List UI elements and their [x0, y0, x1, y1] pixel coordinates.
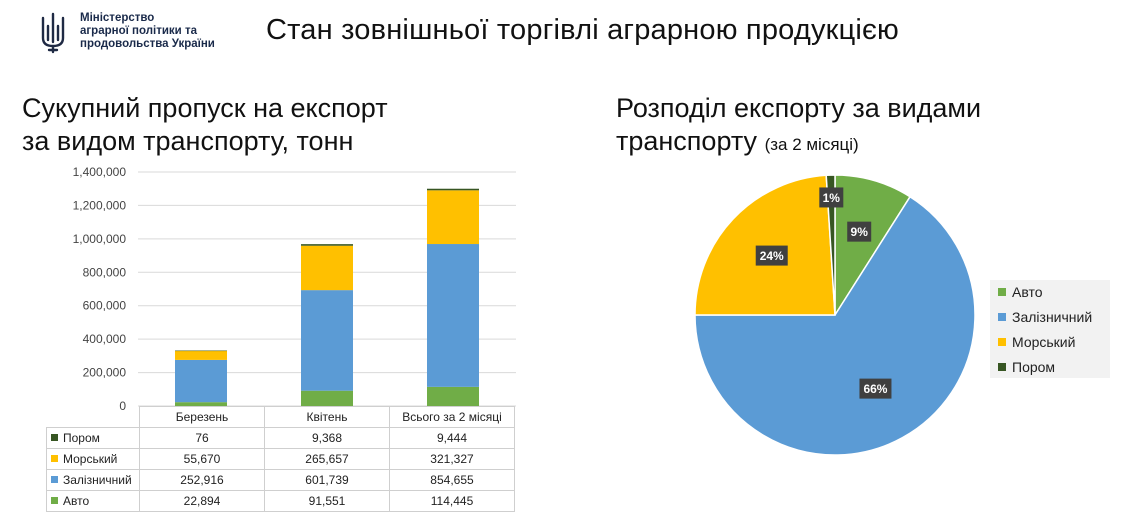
table-header-row: Березень Квітень Всього за 2 місяці [46, 406, 515, 428]
y-tick-label: 800,000 [83, 265, 127, 279]
pie-chart-title-line-2: транспорту [616, 126, 758, 156]
table-row-label-text: Пором [63, 431, 100, 445]
bar-chart-title: Сукупний пропуск на експорт за видом тра… [22, 92, 388, 158]
table-cell: 76 [139, 427, 265, 449]
bar-chart-y-axis: 0 200,000 400,000 600,000 800,000 1,000,000 1,… [73, 165, 127, 412]
table-row-rail: Залізничний 252,916 601,739 854,655 [46, 469, 515, 491]
pie-legend: Авто Залізничний Морський Пором [990, 280, 1110, 378]
legend-swatch [998, 363, 1006, 372]
table-cell: 321,327 [389, 448, 515, 470]
table-cell: 601,739 [264, 469, 390, 491]
legend-label: Авто [1012, 284, 1043, 300]
table-row-label-text: Морський [63, 452, 118, 466]
table-cell: 9,368 [264, 427, 390, 449]
table-cell: 9,444 [389, 427, 515, 449]
table-header-april: Квітень [264, 406, 390, 428]
legend-label: Пором [1012, 359, 1056, 375]
table-header-march: Березень [139, 406, 265, 428]
pie-chart-slices [694, 174, 976, 456]
pie-data-label: 66% [863, 382, 887, 396]
table-corner [46, 406, 140, 428]
pie-slice-auto [834, 174, 912, 318]
legend-item-auto: Авто [998, 284, 1043, 300]
table-cell: 854,655 [389, 469, 515, 491]
y-tick-label: 1,200,000 [73, 198, 127, 212]
bar-segment-auto [427, 386, 479, 406]
table-cell: 22,894 [139, 490, 265, 512]
y-tick-label: 400,000 [83, 332, 127, 346]
table-row-sea: Морський 55,670 265,657 321,327 [46, 448, 515, 470]
ministry-line-2: аграрної політики та [80, 25, 197, 37]
bar-segment-ferry [175, 350, 227, 352]
pie-chart-title: Розподіл експорту за видами транспорту (… [616, 92, 981, 161]
y-tick-label: 1,000,000 [73, 232, 127, 246]
pie-chart-labels: 9% 66% 24% 1% [755, 187, 892, 399]
pie-label-box [859, 378, 892, 399]
y-tick-label: 200,000 [83, 366, 127, 380]
auto-swatch [51, 497, 58, 505]
y-tick-label: 1,400,000 [73, 165, 127, 179]
bar-chart-title-line-1: Сукупний пропуск на експорт [22, 93, 388, 123]
table-cell: 252,916 [139, 469, 265, 491]
legend-swatch [998, 313, 1006, 322]
rail-swatch [51, 476, 58, 484]
legend-item-sea: Морський [998, 334, 1075, 350]
pie-label-box [755, 245, 788, 266]
table-row-auto: Авто 22,894 91,551 114,445 [46, 490, 515, 512]
page-title: Стан зовнішньої торгівлі аграрною продук… [266, 14, 899, 46]
y-tick-label: 600,000 [83, 299, 127, 313]
pie-data-label: 24% [760, 249, 784, 263]
bar-segment-sea [301, 245, 353, 291]
table-cell: 91,551 [264, 490, 390, 512]
pie-chart-subtitle: (за 2 місяці) [764, 135, 859, 154]
pie-data-label: 9% [851, 225, 869, 239]
bar-segment-auto [175, 402, 227, 406]
trident-logo-icon [41, 12, 65, 54]
table-row-label: Авто [46, 490, 140, 512]
legend-label: Залізничний [1012, 309, 1093, 325]
bar-chart-data-table: Березень Квітень Всього за 2 місяці Поро… [46, 406, 515, 512]
table-row-label-text: Залізничний [63, 473, 132, 487]
ministry-line-1: Міністерство [80, 12, 155, 24]
bar-segment-auto [301, 390, 353, 406]
table-row-label-text: Авто [63, 494, 90, 508]
bar-segment-sea [175, 350, 227, 360]
bar-segment-rail [427, 244, 479, 387]
legend-swatch [998, 288, 1006, 297]
legend-swatch [998, 338, 1006, 347]
ministry-name: Міністерство аграрної політики та продов… [80, 12, 215, 51]
table-cell: 114,445 [389, 490, 515, 512]
legend-item-rail: Залізничний [998, 309, 1092, 325]
legend-label: Морський [1012, 334, 1076, 350]
ferry-swatch [51, 434, 58, 442]
table-row-label: Пором [46, 427, 140, 449]
pie-label-box [847, 221, 872, 242]
bar-segment-sea [427, 190, 479, 245]
y-tick-label: 0 [119, 399, 126, 412]
bar-segment-ferry [427, 188, 479, 191]
table-cell: 265,657 [264, 448, 390, 470]
pie-chart-title-line-1: Розподіл експорту за видами [616, 93, 982, 123]
bar-segment-ferry [301, 244, 353, 246]
bar-chart: 0 200,000 400,000 600,000 800,000 1,000,000 1,… [73, 165, 516, 412]
pie-slice-ferry [825, 174, 836, 316]
ministry-line-3: продовольства України [80, 38, 215, 50]
sea-swatch [51, 455, 58, 463]
pie-slice-sea [694, 174, 836, 316]
table-header-total: Всього за 2 місяці [389, 406, 515, 428]
legend-item-ferry: Пором [998, 359, 1055, 375]
bar-chart-title-line-2: за видом транспорту, тонн [22, 126, 354, 156]
table-row-ferry: Пором 76 9,368 9,444 [46, 427, 515, 449]
bar-chart-bars [175, 188, 479, 406]
bar-segment-rail [301, 290, 353, 391]
pie-chart: 9% 66% 24% 1% [694, 174, 976, 456]
pie-label-box [819, 187, 844, 208]
pie-data-label: 1% [823, 191, 841, 205]
pie-slice-rail [694, 195, 976, 456]
bar-segment-rail [175, 359, 227, 403]
table-row-label: Морський [46, 448, 140, 470]
table-cell: 55,670 [139, 448, 265, 470]
table-row-label: Залізничний [46, 469, 140, 491]
